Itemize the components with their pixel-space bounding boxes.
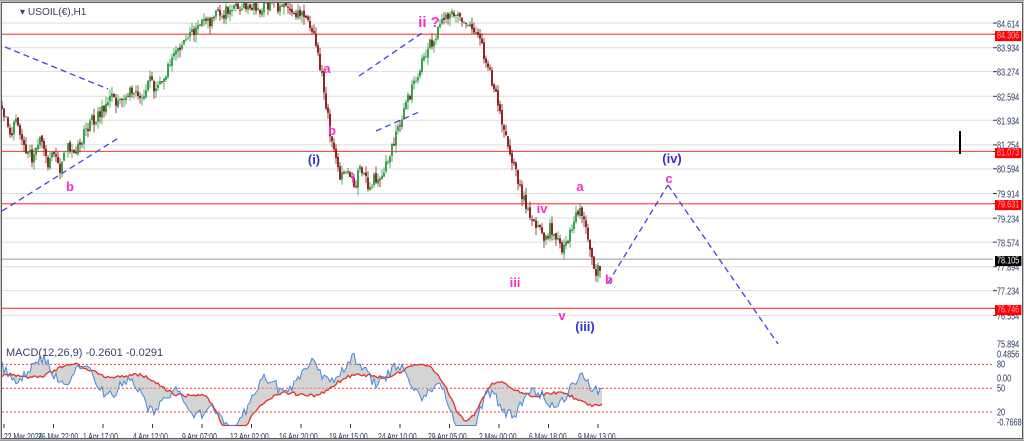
svg-text:(iii): (iii) [575,319,595,334]
svg-text:(i): (i) [308,152,320,167]
svg-text:(iv): (iv) [662,151,682,166]
svg-text:b: b [605,272,613,287]
svg-text:v: v [558,308,566,323]
svg-text:ii ?: ii ? [418,14,440,31]
svg-text:c: c [665,171,672,186]
svg-text:a: a [323,61,331,76]
svg-text:b: b [328,123,336,138]
svg-text:b: b [66,179,74,194]
svg-text:iv: iv [537,201,549,216]
svg-text:iii: iii [510,275,521,290]
svg-text:a: a [576,179,584,194]
svg-text:i: i [351,171,355,186]
